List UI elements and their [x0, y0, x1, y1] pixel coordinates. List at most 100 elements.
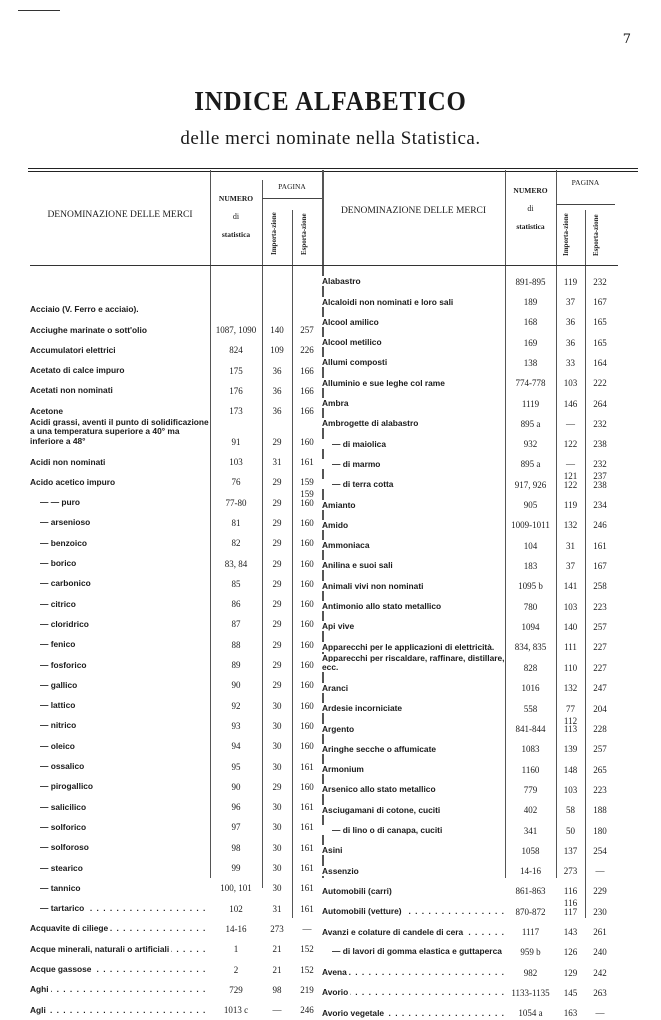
merce-cell: — gallico [30, 679, 210, 692]
table-row: Alcool metilico 169 36 165 [322, 329, 618, 349]
merce-name: Acquavite di ciliege [30, 923, 111, 934]
pagina-importazione: 21 [272, 964, 282, 975]
merce-cell: — ossalico [30, 761, 210, 773]
header-pagina: PAGINA [278, 182, 306, 191]
merce-cell: Ardesie incorniciate [322, 703, 505, 715]
numero-statistica: 83, 84 [224, 558, 248, 569]
numero-statistica: 87 [231, 619, 241, 630]
merce-name: Antimonio allo stato metallico [322, 601, 444, 612]
merce-cell: Arsenico allo stato metallico [322, 784, 505, 796]
pagina-importazione: 145 [563, 987, 578, 998]
merce-name: — oleico [30, 740, 77, 751]
pagina-importazione: 30 [272, 802, 282, 813]
pagina-esportazione: 165 [593, 337, 607, 348]
merce-name: Acciaio (V. Ferro e acciaio). [30, 304, 141, 315]
merce-name: Ammoniaca [322, 540, 372, 551]
pagina-esportazione: 152 [300, 964, 314, 975]
pagina-importazione: 30 [272, 822, 282, 833]
numero-statistica: 982 [523, 967, 538, 978]
pagina-importazione: 30 [272, 720, 282, 731]
numero-statistica: 173 [229, 406, 243, 417]
pagina-esportazione [292, 314, 322, 316]
header-statistica: statistica [516, 222, 545, 231]
merce-cell: Assenzio [322, 865, 505, 878]
pagina-importazione: 112 113 [563, 715, 578, 735]
header-di: di [527, 204, 534, 213]
merce-cell: Acque minerali, naturali o artificiali [30, 943, 210, 956]
header-numero: NUMERO [218, 194, 254, 203]
header-esportazione: Esporta-zione [300, 213, 308, 255]
table-row: — pirogallico 90 29 160 [30, 773, 322, 793]
table-row: Acquavite di ciliege 14-16 273 — [30, 915, 322, 935]
merce-name: — citrico [30, 598, 78, 609]
pagina-importazione: 36 [566, 337, 575, 348]
pagina-importazione: 29 [272, 558, 282, 569]
merce-cell: — fenico [30, 639, 210, 651]
merce-cell: Armonium [322, 764, 505, 776]
pagina-importazione: 37 [566, 297, 575, 308]
table-row: — arsenioso 81 29 160 [30, 509, 322, 529]
pagina-esportazione: — [595, 1008, 605, 1019]
pagina-esportazione: 263 [593, 987, 607, 998]
merce-name: — di maiolica [322, 438, 388, 449]
merce-name: Acciughe marinate o sott'olio [30, 324, 149, 335]
pagina-importazione: — [566, 418, 575, 429]
table-row: Alcaloidi non nominati e loro sali 189 37 1… [322, 288, 618, 308]
numero-statistica: 1133-1135 [511, 987, 550, 998]
numero-statistica: 168 [523, 317, 538, 328]
merce-cell: — salicilico [30, 801, 210, 814]
pagina-importazione: 21 [272, 944, 282, 955]
merce-name: Avorio [322, 987, 351, 998]
table-row: Acque gassose 2 21 152 [30, 956, 322, 976]
numero-statistica: 558 [523, 703, 538, 714]
numero-statistica: 861-863 [515, 886, 546, 897]
rows-left: Acciaio (V. Ferro e acciaio). Acciughe ma… [30, 266, 322, 1017]
table-row: Apparecchi per le applicazioni di elettr… [322, 633, 618, 653]
merce-name: Assenzio [322, 865, 361, 876]
merce-cell: Amianto [322, 499, 505, 512]
merce-cell: Api vive [322, 621, 505, 633]
merce-name: Ambra [322, 398, 351, 409]
merce-name: — arsenioso [30, 517, 93, 528]
numero-statistica: 1094 [521, 621, 540, 632]
table-row: Accumulatori elettrici 824 109 226 [30, 337, 322, 357]
pagina-importazione: 103 [563, 378, 578, 389]
merce-cell: Acido acetico impuro [30, 476, 210, 489]
merce-cell: — stearico [30, 862, 210, 875]
merce-name: Argento [322, 723, 357, 734]
numero-statistica: 959 b [520, 947, 541, 958]
merce-name: Aranci [322, 682, 351, 693]
table-row: Ardesie incorniciate 558 77 204 [322, 695, 618, 715]
table-row: — fenico 88 29 160 [30, 631, 322, 651]
table-top-rule [28, 168, 638, 169]
numero-statistica: 932 [523, 439, 538, 450]
merce-cell: — tannico [30, 882, 210, 895]
numero-statistica: 89 [231, 660, 241, 671]
pagina-esportazione: 161 [300, 863, 314, 874]
merce-cell: — di terra cotta [322, 479, 505, 491]
pagina-esportazione: 257 [300, 325, 314, 336]
pagina-importazione: 29 [272, 517, 282, 528]
pagina-importazione: 30 [272, 842, 282, 853]
pagina-esportazione: 229 [593, 886, 607, 897]
table-row: Automobili (vetture) 870-872 116 117 230 [322, 898, 618, 918]
merce-name: Avena [322, 967, 349, 978]
page-number: 7 [622, 32, 631, 47]
pagina-importazione: 31 [566, 540, 575, 551]
merce-name: Alluminio e sue leghe col rame [322, 377, 447, 388]
pagina-esportazione: 159 [300, 477, 314, 488]
pagina-importazione: 132 [563, 683, 578, 694]
numero-statistica: 99 [231, 863, 241, 874]
numero-statistica: 176 [229, 385, 243, 396]
numero-statistica: 92 [231, 700, 241, 711]
pagina-importazione: 143 [563, 927, 578, 937]
pagina-esportazione: 232 [593, 276, 607, 287]
pagina-importazione: 29 [272, 660, 282, 671]
table-row: Avorio vegetale 1054 a 163 — [322, 999, 618, 1019]
header-esportazione: Esporta-zione [592, 214, 600, 256]
merce-cell: Aringhe secche o affumicate [322, 743, 505, 756]
table-row: Amido 1009-1011 132 246 [322, 512, 618, 532]
numero-statistica: 729 [229, 984, 243, 995]
pagina-importazione: 29 [272, 436, 282, 447]
numero-statistica: 402 [523, 805, 538, 816]
